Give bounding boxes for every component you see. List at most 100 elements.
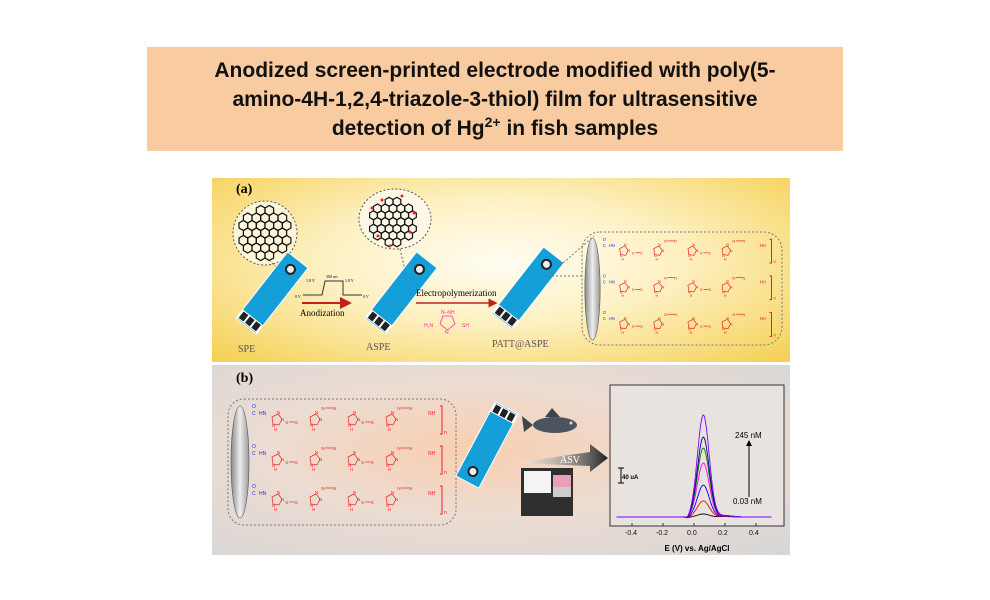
- ring-nitrogen: N: [722, 291, 725, 295]
- ring-hydrogen: H: [656, 294, 659, 298]
- ring-nitrogen: N: [357, 497, 360, 502]
- ring-hydrogen: H: [312, 427, 315, 432]
- triazole-ring: [385, 413, 397, 426]
- electrode-surface-ellipse: [230, 405, 250, 519]
- ring-nitrogen: N: [281, 497, 284, 502]
- ring-hydrogen: H: [724, 331, 727, 335]
- ring-nitrogen: N: [281, 457, 284, 462]
- asv-label: ASV: [560, 455, 581, 466]
- anodization-label: Anodization: [300, 308, 345, 318]
- title-banner: Anodized screen-printed electrode modifi…: [147, 47, 843, 151]
- ring-nitrogen: N: [310, 503, 313, 508]
- sulfur-atom: S: [295, 460, 298, 465]
- ring-nitrogen: N: [272, 463, 275, 468]
- ring-nitrogen: N: [661, 286, 664, 290]
- ring-nitrogen: N: [627, 322, 630, 326]
- contact-pad: [506, 412, 516, 422]
- amide-group: HN: [259, 411, 267, 417]
- azo-nitrogen: N: [743, 313, 746, 317]
- azo-nitrogen: N: [333, 406, 336, 411]
- annotation-high: 245 nM: [735, 431, 762, 440]
- triazole-ring: [721, 282, 732, 293]
- ring-nitrogen: N: [391, 410, 394, 415]
- triazole-ring: [271, 453, 283, 466]
- triazole-ring: [721, 245, 732, 256]
- ring-nitrogen: N: [353, 490, 356, 495]
- azo-nitrogen: N: [333, 446, 336, 451]
- ring-nitrogen: N: [319, 497, 322, 502]
- sulfur-atom: S: [640, 252, 643, 256]
- oxidized-graphene-zoom: [358, 188, 432, 250]
- oxygen-group: [388, 244, 392, 248]
- repeat-unit-n: n: [774, 332, 777, 337]
- ring-hydrogen: H: [274, 467, 277, 472]
- carbonyl-oxygen: O: [252, 404, 256, 410]
- terminal-amine: NH: [760, 316, 766, 321]
- monomer-label: H₂N: [424, 323, 434, 329]
- ring-nitrogen: N: [726, 316, 729, 320]
- ring-hydrogen: H: [350, 467, 353, 472]
- carbonyl-oxygen: O: [603, 274, 607, 279]
- sulfur-atom: S: [361, 420, 364, 425]
- ring-hydrogen: H: [621, 294, 624, 298]
- title-line-2: amino-4H-1,2,4-triazole-3-thiol) film fo…: [232, 87, 758, 111]
- repeat-bracket: [769, 275, 772, 301]
- azo-nitrogen: N: [409, 486, 412, 491]
- ring-nitrogen: N: [348, 463, 351, 468]
- triazole-ring: [347, 493, 359, 506]
- azo-nitrogen: N: [732, 276, 735, 280]
- azo-nitrogen: N: [397, 486, 400, 491]
- ring-nitrogen: N: [391, 450, 394, 455]
- carbonyl-carbon: C: [603, 243, 606, 248]
- title-text: Anodized screen-printed electrode modifi…: [214, 56, 775, 143]
- sulfur-atom: S: [632, 325, 635, 329]
- amide-group: HN: [259, 491, 267, 497]
- triazole-ring: [687, 318, 697, 330]
- sulfur-atom: S: [708, 288, 711, 292]
- triazole-ring: [271, 493, 283, 506]
- sulfur-atom: S: [371, 460, 374, 465]
- repeat-unit-n: n: [774, 296, 777, 301]
- ring-nitrogen: N: [624, 243, 627, 247]
- repeat-unit-n: n: [444, 510, 447, 516]
- ring-nitrogen: N: [395, 497, 398, 502]
- voltammogram-curve: [616, 414, 772, 518]
- sulfur-atom: S: [295, 500, 298, 505]
- amide-group: HN: [609, 316, 615, 321]
- triazole-ring: [347, 413, 359, 426]
- azo-nitrogen: N: [674, 276, 677, 280]
- x-axis-label: E (V) vs. Ag/AgCl: [664, 544, 729, 553]
- x-tick-label: 0.2: [718, 530, 728, 537]
- ring-nitrogen: N: [391, 490, 394, 495]
- polymer-film-zoom-b: [227, 398, 457, 526]
- ring-hydrogen: H: [312, 467, 315, 472]
- triazole-ring: [619, 282, 629, 293]
- electrode-label-aspe: ASPE: [366, 342, 390, 353]
- ring-nitrogen: N: [661, 322, 664, 326]
- working-electrode-icon: [284, 263, 296, 275]
- ring-nitrogen: N: [688, 327, 691, 331]
- ring-nitrogen: N: [730, 322, 733, 326]
- repeat-unit-n: n: [774, 259, 777, 264]
- triazole-ring: [687, 245, 697, 256]
- title-line-3: detection of Hg: [331, 116, 485, 140]
- x-tick-label: 0.4: [749, 530, 759, 537]
- ring-nitrogen: N: [696, 286, 699, 290]
- azo-nitrogen: N: [732, 240, 735, 244]
- contact-pad: [501, 311, 511, 322]
- terminal-amine: NH: [760, 243, 766, 248]
- ring-nitrogen: N: [277, 410, 280, 415]
- ring-hydrogen: H: [274, 427, 277, 432]
- ring-nitrogen: N: [722, 327, 725, 331]
- ring-nitrogen: N: [654, 291, 657, 295]
- ring-nitrogen: N: [730, 286, 733, 290]
- ring-hydrogen: H: [388, 427, 391, 432]
- repeat-bracket: [769, 238, 772, 264]
- ring-nitrogen: N: [357, 417, 360, 422]
- sulfur-atom: S: [708, 252, 711, 256]
- annotation-low: 0.03 nM: [733, 497, 762, 506]
- contact-pad: [238, 311, 249, 322]
- terminal-amine: NH: [428, 451, 436, 457]
